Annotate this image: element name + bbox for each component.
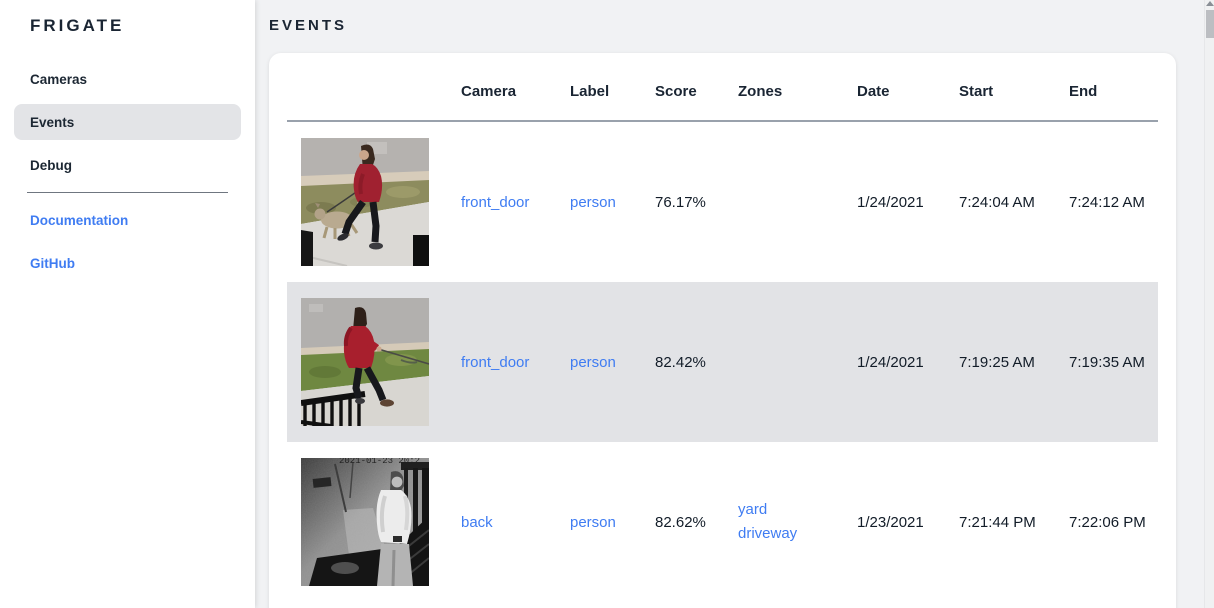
sidebar-nav: Cameras Events Debug Documentation GitHu… [0, 61, 255, 281]
event-end: 7:19:35 AM [1069, 353, 1145, 371]
table-row[interactable]: front_door person 76.17% 1/24/2021 7:24:… [287, 122, 1158, 282]
svg-text:2021-01-23 20:2: 2021-01-23 20:2 [339, 458, 420, 466]
event-label: person [556, 194, 641, 211]
event-score: 82.42% [655, 353, 706, 371]
scrollbar[interactable] [1204, 0, 1214, 608]
sidebar-item-events[interactable]: Events [14, 104, 241, 140]
sidebar-item-label: Events [30, 114, 75, 130]
events-card: Camera Label Score Zones Date Start End [269, 53, 1176, 608]
page-title: EVENTS [269, 17, 348, 34]
event-start: 7:19:25 AM [959, 353, 1035, 371]
event-score: 76.17% [655, 193, 706, 211]
table-row[interactable]: 2021-01-23 20:2 [287, 442, 1158, 602]
event-camera: back [447, 514, 556, 531]
event-camera: front_door [447, 194, 556, 211]
header-zones: Zones [738, 83, 783, 100]
event-end: 7:22:06 PM [1069, 513, 1146, 531]
sidebar-divider [27, 192, 228, 193]
sidebar-item-label: Cameras [30, 71, 88, 87]
sidebar-link-label: Documentation [30, 212, 129, 228]
event-camera: front_door [447, 354, 556, 371]
zone-link-yard[interactable]: yard [738, 501, 768, 518]
event-date: 1/23/2021 [857, 513, 924, 531]
main-content: EVENTS Camera Label Score Zones Date Sta… [255, 0, 1214, 608]
camera-link[interactable]: front_door [461, 193, 530, 211]
camera-link[interactable]: back [461, 513, 493, 531]
event-thumbnail-cell: 2021-01-23 20:2 [287, 458, 447, 586]
sidebar-item-debug[interactable]: Debug [14, 147, 241, 183]
event-thumbnail-front-door-2[interactable] [301, 298, 429, 426]
header-score: Score [655, 83, 697, 100]
header-start: Start [959, 83, 994, 100]
event-thumbnail-cell [287, 138, 447, 266]
header-end: End [1069, 83, 1098, 100]
event-label: person [556, 514, 641, 531]
event-start: 7:21:44 PM [959, 513, 1036, 531]
header-camera: Camera [461, 83, 517, 100]
header-thumbnail [287, 53, 447, 120]
camera-link[interactable]: front_door [461, 353, 530, 371]
event-zones: yard driveway [724, 498, 843, 546]
event-thumbnail-front-door-1[interactable] [301, 138, 429, 266]
event-date: 1/24/2021 [857, 193, 924, 211]
sidebar-item-cameras[interactable]: Cameras [14, 61, 241, 97]
header-label: Label [570, 83, 610, 100]
sidebar-link-label: GitHub [30, 255, 75, 271]
event-end: 7:24:12 AM [1069, 193, 1145, 211]
label-link[interactable]: person [570, 193, 616, 211]
table-row[interactable]: front_door person 82.42% 1/24/2021 7:19:… [287, 282, 1158, 442]
event-date: 1/24/2021 [857, 353, 924, 371]
sidebar-link-documentation[interactable]: Documentation [14, 202, 241, 238]
event-thumbnail-cell [287, 298, 447, 426]
sidebar-link-github[interactable]: GitHub [14, 245, 241, 281]
event-start: 7:24:04 AM [959, 193, 1035, 211]
header-date: Date [857, 83, 890, 100]
app-logo: FRIGATE [30, 16, 125, 35]
events-table-header: Camera Label Score Zones Date Start End [287, 53, 1158, 122]
sidebar: FRIGATE Cameras Events Debug Documentati… [0, 0, 255, 608]
scrollbar-up-arrow-icon[interactable] [1205, 1, 1214, 6]
event-score: 82.62% [655, 513, 706, 531]
zone-link-driveway[interactable]: driveway [738, 525, 798, 542]
label-link[interactable]: person [570, 353, 616, 371]
event-thumbnail-back-ir[interactable]: 2021-01-23 20:2 [301, 458, 429, 586]
sidebar-item-label: Debug [30, 157, 72, 173]
label-link[interactable]: person [570, 513, 616, 531]
event-label: person [556, 354, 641, 371]
scrollbar-thumb[interactable] [1205, 10, 1214, 38]
